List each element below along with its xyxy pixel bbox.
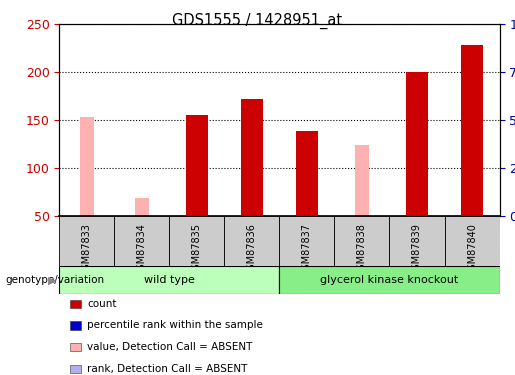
Text: GSM87838: GSM87838 bbox=[357, 223, 367, 276]
Bar bbox=[444, 216, 500, 266]
Bar bbox=[279, 266, 500, 294]
Text: GSM87834: GSM87834 bbox=[137, 223, 147, 276]
Bar bbox=[169, 216, 225, 266]
Bar bbox=[59, 266, 279, 294]
Text: rank, Detection Call = ABSENT: rank, Detection Call = ABSENT bbox=[87, 364, 247, 374]
Bar bbox=[135, 198, 149, 216]
Text: value, Detection Call = ABSENT: value, Detection Call = ABSENT bbox=[87, 342, 252, 352]
Text: GSM87840: GSM87840 bbox=[467, 223, 477, 276]
Bar bbox=[296, 132, 318, 216]
Text: count: count bbox=[87, 299, 116, 309]
Text: ▶: ▶ bbox=[48, 275, 57, 285]
Text: GDS1555 / 1428951_at: GDS1555 / 1428951_at bbox=[173, 13, 342, 29]
Bar bbox=[461, 45, 483, 216]
Point bbox=[138, 0, 146, 4]
Text: GSM87837: GSM87837 bbox=[302, 223, 312, 276]
Text: GSM87836: GSM87836 bbox=[247, 223, 257, 276]
Text: GSM87835: GSM87835 bbox=[192, 223, 202, 276]
Bar bbox=[114, 216, 169, 266]
Bar bbox=[186, 115, 208, 216]
Bar bbox=[355, 145, 369, 216]
Bar bbox=[241, 99, 263, 216]
Bar bbox=[279, 216, 334, 266]
Bar bbox=[406, 72, 428, 216]
Text: GSM87839: GSM87839 bbox=[412, 223, 422, 276]
Text: wild type: wild type bbox=[144, 275, 195, 285]
Text: genotype/variation: genotype/variation bbox=[5, 275, 104, 285]
Text: glycerol kinase knockout: glycerol kinase knockout bbox=[320, 275, 458, 285]
Bar bbox=[334, 216, 389, 266]
Text: GSM87833: GSM87833 bbox=[82, 223, 92, 276]
Bar bbox=[80, 117, 94, 216]
Bar bbox=[225, 216, 279, 266]
Text: percentile rank within the sample: percentile rank within the sample bbox=[87, 321, 263, 330]
Bar bbox=[59, 216, 114, 266]
Bar bbox=[389, 216, 444, 266]
